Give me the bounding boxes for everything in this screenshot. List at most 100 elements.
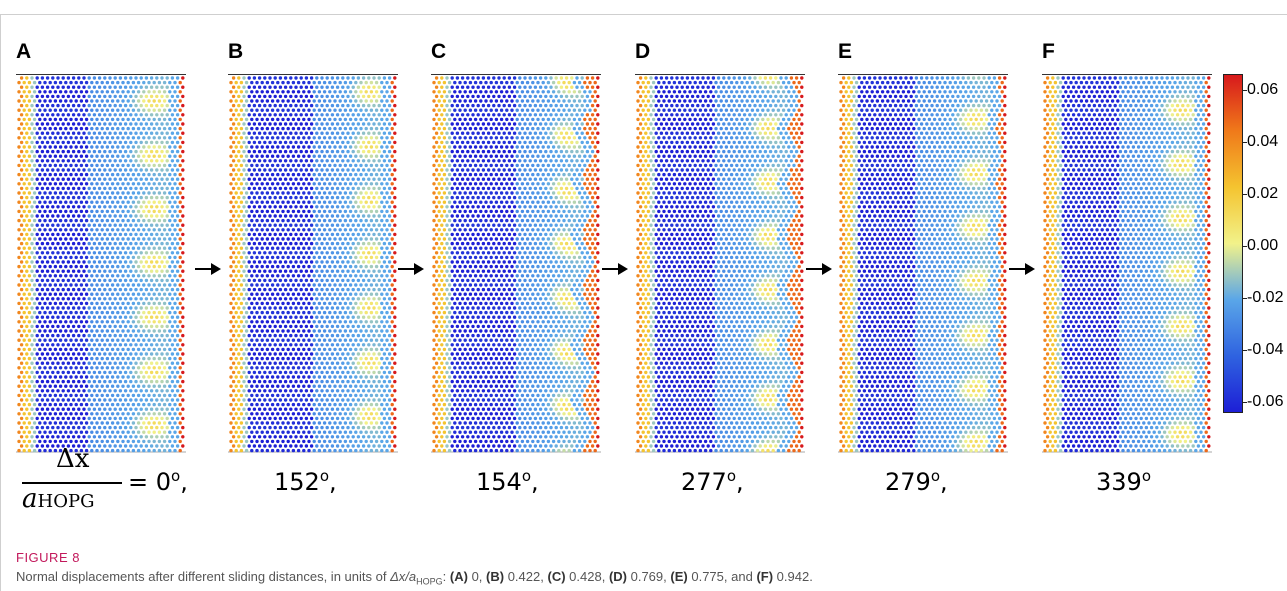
atom-dot — [58, 136, 63, 140]
atom-dot — [291, 145, 296, 149]
atom-dot — [173, 329, 177, 333]
atom-dot — [351, 232, 355, 237]
atom-dot — [265, 218, 270, 223]
atom-dot — [162, 145, 167, 149]
atom-dot — [149, 131, 154, 135]
atom-dot — [56, 315, 60, 319]
atom-dot — [237, 85, 241, 89]
atom-dot — [84, 292, 89, 296]
atom-dot — [51, 407, 55, 411]
atom-dot — [178, 117, 182, 122]
atom-dot — [48, 117, 52, 122]
atom-dot — [299, 370, 303, 375]
atom-dot — [377, 379, 381, 384]
atom-dot — [19, 85, 24, 89]
atom-dot — [56, 287, 60, 292]
atom-dot — [144, 269, 149, 273]
atom-dot — [328, 264, 332, 269]
atom-dot — [105, 448, 110, 453]
atom-dot — [139, 113, 143, 117]
atom-dot — [144, 444, 149, 448]
atom-dot — [123, 195, 128, 200]
atom-dot — [317, 90, 322, 94]
atom-dot — [105, 228, 110, 232]
atom-dot — [351, 131, 355, 135]
atom-dot — [30, 352, 34, 356]
atom-dot — [276, 384, 280, 388]
atom-dot — [87, 324, 91, 329]
atom-dot — [390, 218, 394, 223]
atom-dot — [71, 76, 76, 80]
atom-dot — [312, 283, 316, 287]
atom-dot — [90, 126, 94, 131]
atom-dot — [92, 407, 97, 411]
atom-dot — [17, 338, 21, 342]
atom-dot — [278, 407, 283, 411]
atom-dot — [25, 168, 29, 172]
atom-dot — [348, 228, 353, 232]
atom-dot — [155, 223, 159, 227]
atom-dot — [286, 255, 290, 260]
atom-dot — [268, 324, 272, 329]
atom-dot — [147, 182, 151, 186]
frame-left-border — [0, 14, 1, 591]
atom-dot — [178, 412, 182, 416]
atom-dot — [43, 255, 47, 260]
atom-dot — [84, 448, 89, 453]
atom-dot — [121, 421, 125, 425]
atom-dot — [66, 269, 71, 273]
atom-dot — [250, 356, 254, 361]
atom-dot — [374, 145, 379, 149]
atom-dot — [173, 320, 177, 324]
atom-dot — [234, 172, 238, 177]
atom-dot — [108, 352, 112, 356]
atom-dot — [123, 352, 128, 356]
atom-dot — [53, 366, 58, 370]
atom-dot — [390, 90, 394, 94]
atom-dot — [84, 264, 89, 269]
atom-dot — [304, 76, 309, 80]
atom-dot — [270, 163, 275, 168]
atom-dot — [92, 416, 97, 421]
atom-dot — [229, 338, 233, 342]
atom-dot — [108, 306, 112, 310]
atom-dot — [296, 366, 301, 370]
atom-dot — [283, 232, 288, 237]
atom-dot — [155, 260, 159, 264]
atom-dot — [27, 384, 32, 388]
atom-dot — [328, 338, 332, 342]
atom-dot — [116, 439, 120, 444]
atom-dot — [234, 80, 238, 85]
atom-dot — [354, 264, 358, 269]
atom-dot — [92, 333, 97, 338]
atom-dot — [142, 448, 146, 453]
atom-dot — [364, 172, 368, 177]
atom-dot — [317, 154, 322, 158]
atom-dot — [328, 255, 332, 260]
atom-dot — [17, 292, 21, 296]
atom-dot — [173, 126, 177, 131]
atom-dot — [149, 159, 154, 163]
atom-dot — [348, 163, 353, 168]
atom-dot — [309, 103, 314, 108]
atom-dot — [19, 352, 24, 356]
atom-dot — [237, 315, 241, 319]
atom-dot — [346, 269, 350, 273]
atom-dot — [121, 191, 125, 195]
atom-dot — [242, 177, 246, 181]
atom-dot — [247, 131, 251, 135]
atom-dot — [294, 131, 298, 135]
atom-dot — [173, 430, 177, 434]
atom-dot — [356, 122, 361, 126]
atom-dot — [147, 430, 151, 434]
atom-dot — [263, 195, 267, 200]
atom-dot — [82, 140, 86, 145]
atom-dot — [152, 421, 156, 425]
atom-dot — [173, 191, 177, 195]
atom-dot — [320, 306, 324, 310]
atom-dot — [51, 444, 55, 448]
atom-dot — [53, 292, 58, 296]
atom-dot — [242, 186, 246, 191]
atom-dot — [48, 255, 52, 260]
atom-dot — [35, 241, 39, 246]
